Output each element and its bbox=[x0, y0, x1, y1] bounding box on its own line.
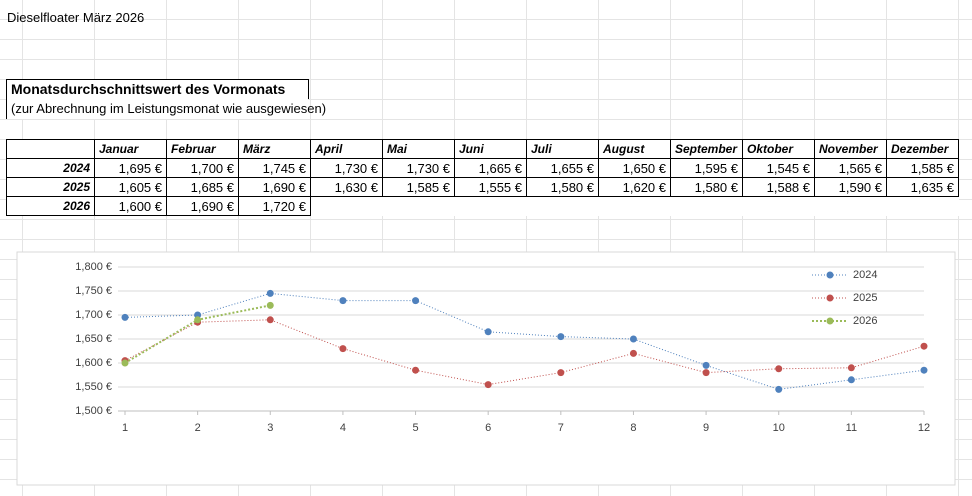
series-line bbox=[124, 292, 925, 390]
data-point bbox=[775, 385, 783, 393]
y-tick-label: 1,750 € bbox=[75, 285, 112, 297]
data-point bbox=[121, 313, 129, 321]
cell: Dezember bbox=[886, 139, 959, 159]
legend-label: 2026 bbox=[853, 315, 877, 327]
data-point bbox=[920, 342, 928, 350]
cell: 1,590 € bbox=[814, 177, 887, 197]
cell: 1,588 € bbox=[742, 177, 815, 197]
x-tick-label: 1 bbox=[122, 422, 128, 434]
data-point bbox=[484, 328, 492, 336]
data-point bbox=[194, 311, 202, 319]
data-point bbox=[266, 316, 274, 324]
y-tick-label: 1,800 € bbox=[75, 261, 112, 273]
data-point bbox=[629, 335, 637, 343]
cell: 1,600 € bbox=[94, 196, 167, 216]
cell: 1,585 € bbox=[382, 177, 455, 197]
data-point bbox=[266, 289, 274, 297]
legend-marker bbox=[826, 271, 834, 279]
y-tick-label: 1,500 € bbox=[75, 405, 112, 417]
heading: Monatsdurchschnittswert des Vormonats bbox=[6, 79, 309, 99]
data-point bbox=[339, 345, 347, 353]
cell: 1,730 € bbox=[382, 158, 455, 178]
data-point bbox=[412, 297, 420, 305]
cell: 1,620 € bbox=[598, 177, 671, 197]
y-tick-label: 1,550 € bbox=[75, 381, 112, 393]
data-point bbox=[194, 316, 202, 324]
x-tick-label: 9 bbox=[703, 422, 709, 434]
cell: 1,690 € bbox=[166, 196, 239, 216]
cell: 1,630 € bbox=[310, 177, 383, 197]
cell: 1,655 € bbox=[526, 158, 599, 178]
y-tick-label: 1,600 € bbox=[75, 357, 112, 369]
cell: 2026 bbox=[6, 196, 95, 216]
data-point bbox=[629, 349, 637, 357]
x-tick-label: 11 bbox=[846, 422, 857, 434]
x-tick-label: 7 bbox=[558, 422, 564, 434]
data-point bbox=[847, 364, 855, 372]
data-point bbox=[702, 369, 710, 377]
y-tick-label: 1,700 € bbox=[75, 309, 112, 321]
row: 2026 1,600 €1,690 €1,720 € bbox=[6, 196, 959, 216]
x-tick-label: 12 bbox=[918, 422, 930, 434]
x-tick-label: 8 bbox=[630, 422, 636, 434]
cell: 1,580 € bbox=[526, 177, 599, 197]
price-table: Januar Februar März April Mai Juni Juli August S… bbox=[6, 139, 959, 216]
cell: März bbox=[238, 139, 311, 159]
cell: 1,720 € bbox=[238, 196, 311, 216]
x-tick-label: 4 bbox=[340, 422, 346, 434]
cell: Mai bbox=[382, 139, 455, 159]
data-point bbox=[412, 366, 420, 374]
x-tick-label: 5 bbox=[412, 422, 418, 434]
data-point bbox=[121, 359, 129, 367]
x-tick-label: 10 bbox=[773, 422, 785, 434]
cell: 1,730 € bbox=[310, 158, 383, 178]
data-point bbox=[702, 361, 710, 369]
x-tick-label: 6 bbox=[485, 422, 491, 434]
cell: 1,635 € bbox=[886, 177, 959, 197]
legend-label: 2024 bbox=[853, 269, 877, 281]
cell: 1,580 € bbox=[670, 177, 743, 197]
data-point bbox=[484, 381, 492, 389]
data-point bbox=[557, 333, 565, 341]
legend-marker bbox=[826, 317, 834, 325]
data-point bbox=[266, 301, 274, 309]
y-tick-label: 1,650 € bbox=[75, 333, 112, 345]
legend-marker bbox=[826, 294, 834, 302]
legend-label: 2025 bbox=[853, 292, 877, 304]
data-point bbox=[920, 366, 928, 374]
sheet-title: Dieselfloater März 2026 bbox=[7, 10, 145, 25]
header-row: Januar Februar März April Mai Juni Juli August S… bbox=[6, 139, 959, 159]
subheading: (zur Abrechnung im Leistungsmonat wie au… bbox=[6, 99, 326, 119]
data-point bbox=[557, 369, 565, 377]
x-tick-label: 2 bbox=[195, 422, 201, 434]
data-point bbox=[847, 376, 855, 384]
x-tick-label: 3 bbox=[267, 422, 273, 434]
data-point bbox=[339, 297, 347, 305]
data-point bbox=[775, 365, 783, 373]
